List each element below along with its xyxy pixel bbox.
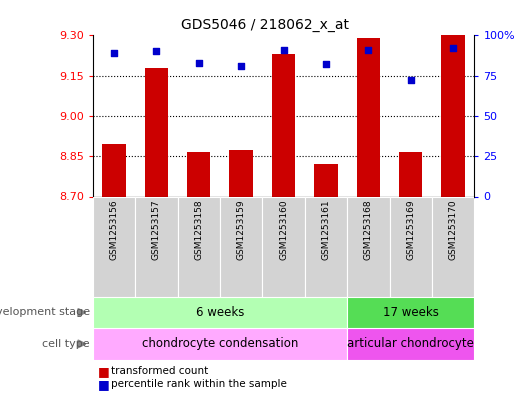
Text: cell type: cell type [42,339,90,349]
Text: GSM1253158: GSM1253158 [195,200,203,260]
Bar [390,196,432,297]
Text: 6 weeks: 6 weeks [196,306,244,319]
Bar [347,297,474,328]
Point [407,77,415,84]
Point [195,60,203,66]
Point [110,50,118,56]
Bar [187,152,210,196]
Text: GSM1253156: GSM1253156 [110,200,118,260]
Bar [432,196,474,297]
Bar [135,196,178,297]
Bar [93,196,135,297]
Bar [357,38,380,197]
Bar [102,144,126,196]
Bar [347,196,390,297]
Text: GSM1253170: GSM1253170 [449,200,457,260]
Bar [262,196,305,297]
Point [322,61,330,68]
Point [279,47,288,53]
Bar [305,196,347,297]
Text: 17 weeks: 17 weeks [383,306,439,319]
Bar [229,149,253,196]
Text: ■: ■ [98,378,110,391]
Bar [441,35,465,197]
Bar [314,164,338,196]
Point [449,45,457,51]
Text: GSM1253159: GSM1253159 [237,200,245,260]
Text: transformed count: transformed count [111,366,208,376]
Bar [178,196,220,297]
Text: GDS5046 / 218062_x_at: GDS5046 / 218062_x_at [181,18,349,32]
Point [364,47,373,53]
Bar [93,328,347,360]
Bar [220,196,262,297]
Point [152,48,161,55]
Text: GSM1253161: GSM1253161 [322,200,330,260]
Text: GSM1253160: GSM1253160 [279,200,288,260]
Text: articular chondrocyte: articular chondrocyte [347,337,474,351]
Text: GSM1253168: GSM1253168 [364,200,373,260]
Text: development stage: development stage [0,307,90,318]
Text: GSM1253157: GSM1253157 [152,200,161,260]
Bar [93,297,347,328]
Bar [145,68,168,196]
Bar [399,152,422,196]
Bar [272,54,295,196]
Text: GSM1253169: GSM1253169 [407,200,415,260]
Text: chondrocyte condensation: chondrocyte condensation [142,337,298,351]
Bar [347,328,474,360]
Point [237,63,245,69]
Text: percentile rank within the sample: percentile rank within the sample [111,379,287,389]
Text: ■: ■ [98,365,110,378]
